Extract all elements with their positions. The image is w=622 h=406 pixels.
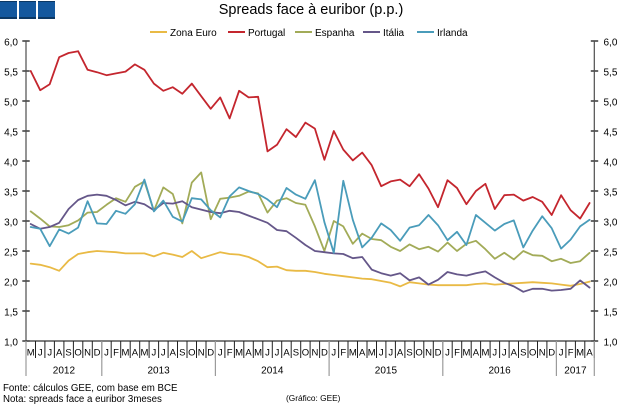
- svg-text:2,5: 2,5: [4, 248, 18, 259]
- svg-text:N: N: [84, 348, 91, 359]
- svg-text:3,0: 3,0: [4, 218, 18, 229]
- svg-text:M: M: [27, 348, 35, 359]
- svg-text:A: A: [245, 348, 252, 359]
- svg-text:A: A: [511, 348, 518, 359]
- svg-text:J: J: [161, 348, 166, 359]
- svg-text:D: D: [321, 348, 328, 359]
- svg-text:D: D: [548, 348, 555, 359]
- svg-text:D: D: [94, 348, 101, 359]
- svg-text:M: M: [235, 348, 243, 359]
- svg-text:2,0: 2,0: [4, 278, 18, 289]
- svg-text:1,0: 1,0: [4, 338, 18, 349]
- svg-text:O: O: [302, 348, 309, 359]
- svg-text:M: M: [481, 348, 489, 359]
- svg-text:N: N: [425, 348, 432, 359]
- svg-text:M: M: [254, 348, 262, 359]
- svg-text:J: J: [388, 348, 393, 359]
- svg-text:F: F: [113, 348, 119, 359]
- svg-text:O: O: [415, 348, 422, 359]
- svg-text:N: N: [198, 348, 205, 359]
- svg-text:A: A: [56, 348, 63, 359]
- svg-text:O: O: [188, 348, 195, 359]
- svg-text:A: A: [473, 348, 480, 359]
- svg-text:N: N: [311, 348, 318, 359]
- svg-text:J: J: [445, 348, 450, 359]
- svg-text:1,0: 1,0: [604, 338, 618, 349]
- svg-text:5,5: 5,5: [604, 68, 618, 79]
- svg-text:5,5: 5,5: [4, 68, 18, 79]
- svg-text:4,5: 4,5: [604, 128, 618, 139]
- svg-text:S: S: [179, 348, 185, 359]
- svg-text:S: S: [65, 348, 71, 359]
- svg-text:A: A: [132, 348, 139, 359]
- svg-text:2,0: 2,0: [604, 278, 618, 289]
- svg-text:M: M: [349, 348, 357, 359]
- svg-text:6,0: 6,0: [604, 38, 618, 49]
- svg-text:J: J: [218, 348, 223, 359]
- svg-text:6,0: 6,0: [4, 38, 18, 49]
- svg-text:2016: 2016: [488, 366, 511, 377]
- svg-text:A: A: [359, 348, 366, 359]
- svg-text:2,5: 2,5: [604, 248, 618, 259]
- svg-text:J: J: [331, 348, 336, 359]
- svg-text:2012: 2012: [53, 366, 76, 377]
- svg-text:F: F: [340, 348, 346, 359]
- svg-text:N: N: [539, 348, 546, 359]
- svg-text:J: J: [502, 348, 507, 359]
- svg-text:O: O: [74, 348, 81, 359]
- svg-text:2013: 2013: [147, 366, 170, 377]
- svg-text:3,5: 3,5: [604, 188, 618, 199]
- svg-text:M: M: [576, 348, 584, 359]
- svg-text:J: J: [104, 348, 109, 359]
- svg-text:J: J: [559, 348, 564, 359]
- svg-text:F: F: [227, 348, 233, 359]
- svg-text:J: J: [379, 348, 384, 359]
- svg-text:D: D: [207, 348, 214, 359]
- svg-text:A: A: [397, 348, 404, 359]
- svg-text:4,5: 4,5: [4, 128, 18, 139]
- svg-text:3,5: 3,5: [4, 188, 18, 199]
- svg-text:J: J: [492, 348, 497, 359]
- svg-text:S: S: [293, 348, 299, 359]
- svg-text:M: M: [122, 348, 130, 359]
- svg-text:5,0: 5,0: [4, 98, 18, 109]
- svg-text:A: A: [170, 348, 177, 359]
- svg-text:F: F: [568, 348, 574, 359]
- svg-text:F: F: [454, 348, 460, 359]
- svg-text:J: J: [152, 348, 157, 359]
- svg-text:M: M: [462, 348, 470, 359]
- svg-text:A: A: [586, 348, 593, 359]
- svg-text:M: M: [368, 348, 376, 359]
- svg-text:1,5: 1,5: [604, 308, 618, 319]
- svg-text:J: J: [275, 348, 280, 359]
- svg-text:S: S: [520, 348, 526, 359]
- svg-text:A: A: [283, 348, 290, 359]
- svg-text:2017: 2017: [564, 366, 587, 377]
- svg-text:S: S: [406, 348, 412, 359]
- svg-text:2014: 2014: [261, 366, 284, 377]
- svg-text:J: J: [38, 348, 43, 359]
- svg-text:4,0: 4,0: [4, 158, 18, 169]
- svg-text:3,0: 3,0: [604, 218, 618, 229]
- svg-text:J: J: [47, 348, 52, 359]
- svg-text:O: O: [529, 348, 536, 359]
- svg-text:5,0: 5,0: [604, 98, 618, 109]
- svg-text:4,0: 4,0: [604, 158, 618, 169]
- svg-text:J: J: [265, 348, 270, 359]
- svg-text:D: D: [435, 348, 442, 359]
- svg-text:2015: 2015: [375, 366, 398, 377]
- svg-text:1,5: 1,5: [4, 308, 18, 319]
- svg-text:M: M: [140, 348, 148, 359]
